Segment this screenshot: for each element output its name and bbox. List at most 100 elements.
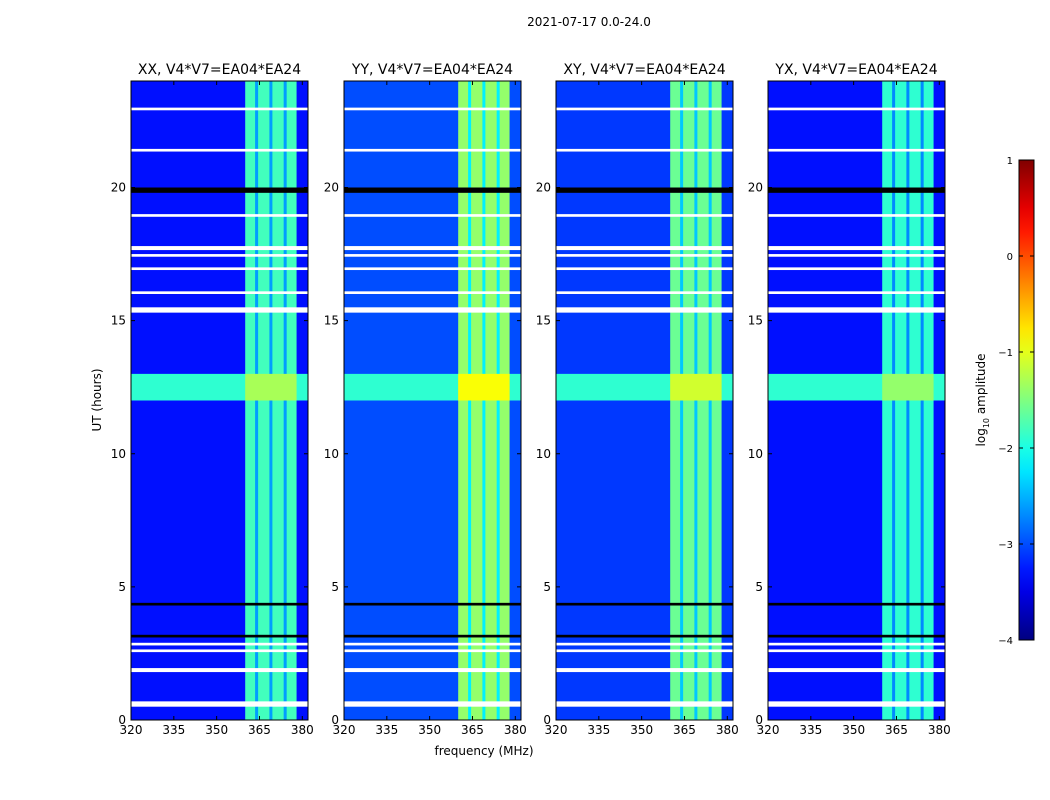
y-axis-label: UT (hours) bbox=[90, 368, 104, 431]
flagged-row bbox=[556, 148, 733, 152]
flagged-row bbox=[768, 107, 945, 111]
flagged-row bbox=[344, 107, 521, 111]
flagged-row bbox=[768, 148, 945, 152]
flagged-row bbox=[344, 246, 521, 251]
flagged-row bbox=[131, 107, 308, 111]
y-tick-label: 0 bbox=[543, 713, 551, 727]
y-tick-label: 20 bbox=[748, 181, 763, 195]
colorbar-label-sub: 10 bbox=[982, 418, 991, 428]
colorbar-tick-label: −3 bbox=[998, 540, 1013, 551]
y-tick-label: 10 bbox=[111, 447, 126, 461]
flagged-row bbox=[131, 668, 308, 673]
y-tick-label: 10 bbox=[748, 447, 763, 461]
x-tick-label: 365 bbox=[673, 723, 696, 737]
flagged-row bbox=[131, 649, 308, 653]
x-tick-label: 320 bbox=[545, 723, 568, 737]
colorbar-tick-label: 0 bbox=[1007, 252, 1013, 263]
colorbar-label-log: log bbox=[974, 428, 988, 446]
y-tick-label: 0 bbox=[118, 713, 126, 727]
flagged-row bbox=[556, 246, 733, 251]
band-crossing bbox=[670, 373, 722, 401]
flagged-row bbox=[131, 148, 308, 152]
panel-title: YY, V4*V7=EA04*EA24 bbox=[351, 62, 513, 78]
flagged-row bbox=[556, 214, 733, 217]
flagged-row bbox=[768, 291, 945, 294]
y-tick-label: 5 bbox=[543, 580, 551, 594]
panels: XX, V4*V7=EA04*EA24 320 335 350 365 380 0 5 10 15… bbox=[111, 62, 951, 737]
band-crossing bbox=[245, 373, 297, 401]
flagged-row bbox=[556, 254, 733, 257]
flagged-row bbox=[556, 291, 733, 294]
flagged-row bbox=[344, 668, 521, 673]
axes-frame bbox=[555, 80, 734, 721]
flagged-row bbox=[768, 254, 945, 257]
band-crossing bbox=[882, 373, 934, 401]
flagged-row bbox=[344, 307, 521, 313]
panel-2: YY, V4*V7=EA04*EA24 320 335 350 365 380 0 5 10 15… bbox=[324, 62, 527, 737]
heatmap-image bbox=[556, 81, 733, 720]
y-tick-label: 10 bbox=[324, 447, 339, 461]
panel-1: XX, V4*V7=EA04*EA24 320 335 350 365 380 0 5 10 15… bbox=[111, 62, 314, 737]
flagged-row-dark bbox=[131, 634, 308, 638]
y-tick-label: 5 bbox=[118, 580, 126, 594]
flagged-row bbox=[768, 668, 945, 673]
x-tick-label: 335 bbox=[375, 723, 398, 737]
flagged-row bbox=[556, 642, 733, 646]
flagged-row-dark bbox=[768, 634, 945, 638]
x-tick-label: 335 bbox=[799, 723, 822, 737]
flagged-row-dark bbox=[556, 187, 733, 193]
y-tick-label: 20 bbox=[111, 181, 126, 195]
x-tick-label: 350 bbox=[842, 723, 865, 737]
band-crossing bbox=[458, 373, 510, 401]
x-tick-label: 320 bbox=[120, 723, 143, 737]
flagged-row bbox=[131, 246, 308, 251]
flagged-row bbox=[131, 701, 308, 707]
flagged-row bbox=[556, 307, 733, 313]
flagged-row-dark bbox=[131, 187, 308, 193]
colorbar-gradient bbox=[1018, 159, 1035, 641]
y-tick-label: 15 bbox=[748, 314, 763, 328]
flagged-row bbox=[344, 642, 521, 646]
flagged-row bbox=[344, 291, 521, 294]
y-tick-label: 15 bbox=[111, 314, 126, 328]
flagged-row bbox=[556, 649, 733, 653]
x-tick-label: 380 bbox=[291, 723, 314, 737]
panel-4: YX, V4*V7=EA04*EA24 320 335 350 365 380 0 5 10 15… bbox=[748, 62, 951, 737]
flagged-row bbox=[556, 668, 733, 673]
x-tick-label: 350 bbox=[418, 723, 441, 737]
flagged-row bbox=[131, 291, 308, 294]
y-tick-label: 15 bbox=[536, 314, 551, 328]
colorbar-label-main: amplitude bbox=[974, 354, 988, 418]
heatmap-image bbox=[131, 81, 308, 720]
flagged-row bbox=[344, 267, 521, 271]
x-tick-label: 350 bbox=[630, 723, 653, 737]
x-tick-label: 380 bbox=[504, 723, 527, 737]
flagged-row bbox=[556, 701, 733, 707]
flagged-row-dark bbox=[344, 602, 521, 606]
flagged-row-dark bbox=[556, 634, 733, 638]
y-tick-label: 20 bbox=[536, 181, 551, 195]
y-tick-label: 0 bbox=[331, 713, 339, 727]
panel-3: XY, V4*V7=EA04*EA24 320 335 350 365 380 0 5 10 15… bbox=[536, 62, 739, 737]
flagged-row-dark bbox=[768, 602, 945, 606]
x-tick-label: 350 bbox=[205, 723, 228, 737]
flagged-row bbox=[768, 214, 945, 217]
x-tick-label: 320 bbox=[757, 723, 780, 737]
x-tick-label: 365 bbox=[885, 723, 908, 737]
x-tick-label: 380 bbox=[716, 723, 739, 737]
colorbar-tick-label: −1 bbox=[998, 348, 1013, 359]
heatmap-image bbox=[768, 81, 945, 720]
flagged-row bbox=[556, 107, 733, 111]
x-tick-label: 335 bbox=[162, 723, 185, 737]
flagged-row bbox=[131, 214, 308, 217]
flagged-row-dark bbox=[556, 602, 733, 606]
x-tick-label: 365 bbox=[248, 723, 271, 737]
flagged-row bbox=[131, 254, 308, 257]
heatmap-image bbox=[344, 81, 521, 720]
panel-title: XY, V4*V7=EA04*EA24 bbox=[563, 62, 725, 78]
panel-title: YX, V4*V7=EA04*EA24 bbox=[774, 62, 937, 78]
x-tick-label: 335 bbox=[587, 723, 610, 737]
flagged-row bbox=[131, 642, 308, 646]
axes-frame bbox=[767, 80, 946, 721]
